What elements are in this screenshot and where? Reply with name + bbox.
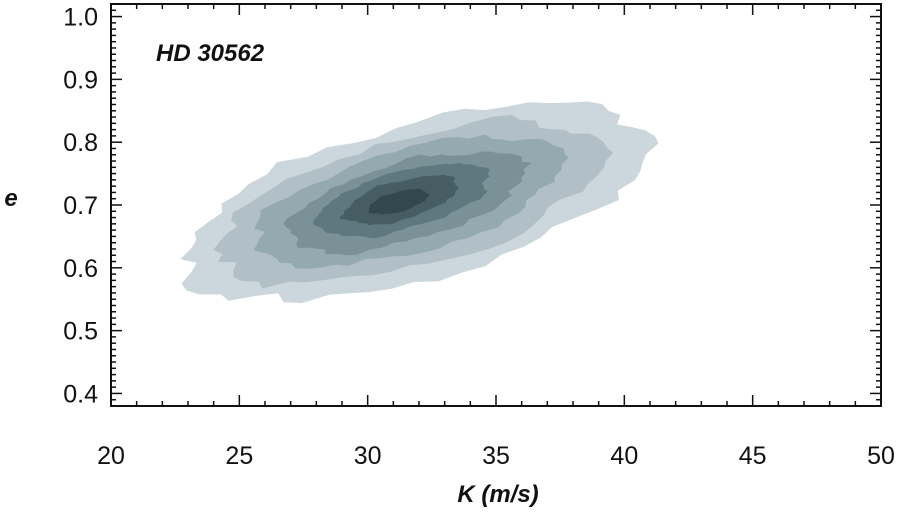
y-tick-label: 0.9 — [63, 66, 98, 94]
y-tick-label: 0.4 — [63, 380, 98, 408]
y-tick-label: 0.6 — [63, 255, 98, 283]
x-tick-label: 40 — [610, 442, 638, 470]
axis-ticks — [110, 3, 882, 407]
x-tick-label: 20 — [97, 442, 125, 470]
x-tick-label: 45 — [739, 442, 767, 470]
x-axis-title: K (m/s) — [457, 481, 538, 508]
y-tick-label: 0.8 — [63, 129, 98, 157]
x-tick-label: 30 — [354, 442, 382, 470]
y-tick-label: 0.5 — [63, 318, 98, 346]
x-tick-labels: 20 25 30 35 40 45 50 — [97, 442, 895, 470]
y-tick-labels: 0.4 0.5 0.6 0.7 0.8 0.9 1.0 — [63, 4, 98, 409]
contour-levels — [180, 101, 659, 304]
y-axis-title: e — [4, 185, 17, 212]
contour-level-7 — [367, 188, 430, 215]
y-tick-label: 1.0 — [63, 4, 98, 32]
x-tick-label: 25 — [225, 442, 253, 470]
y-tick-label: 0.7 — [63, 192, 98, 220]
chart-annotation: HD 30562 — [156, 40, 265, 67]
x-tick-label: 50 — [867, 442, 895, 470]
x-tick-label: 35 — [482, 442, 510, 470]
